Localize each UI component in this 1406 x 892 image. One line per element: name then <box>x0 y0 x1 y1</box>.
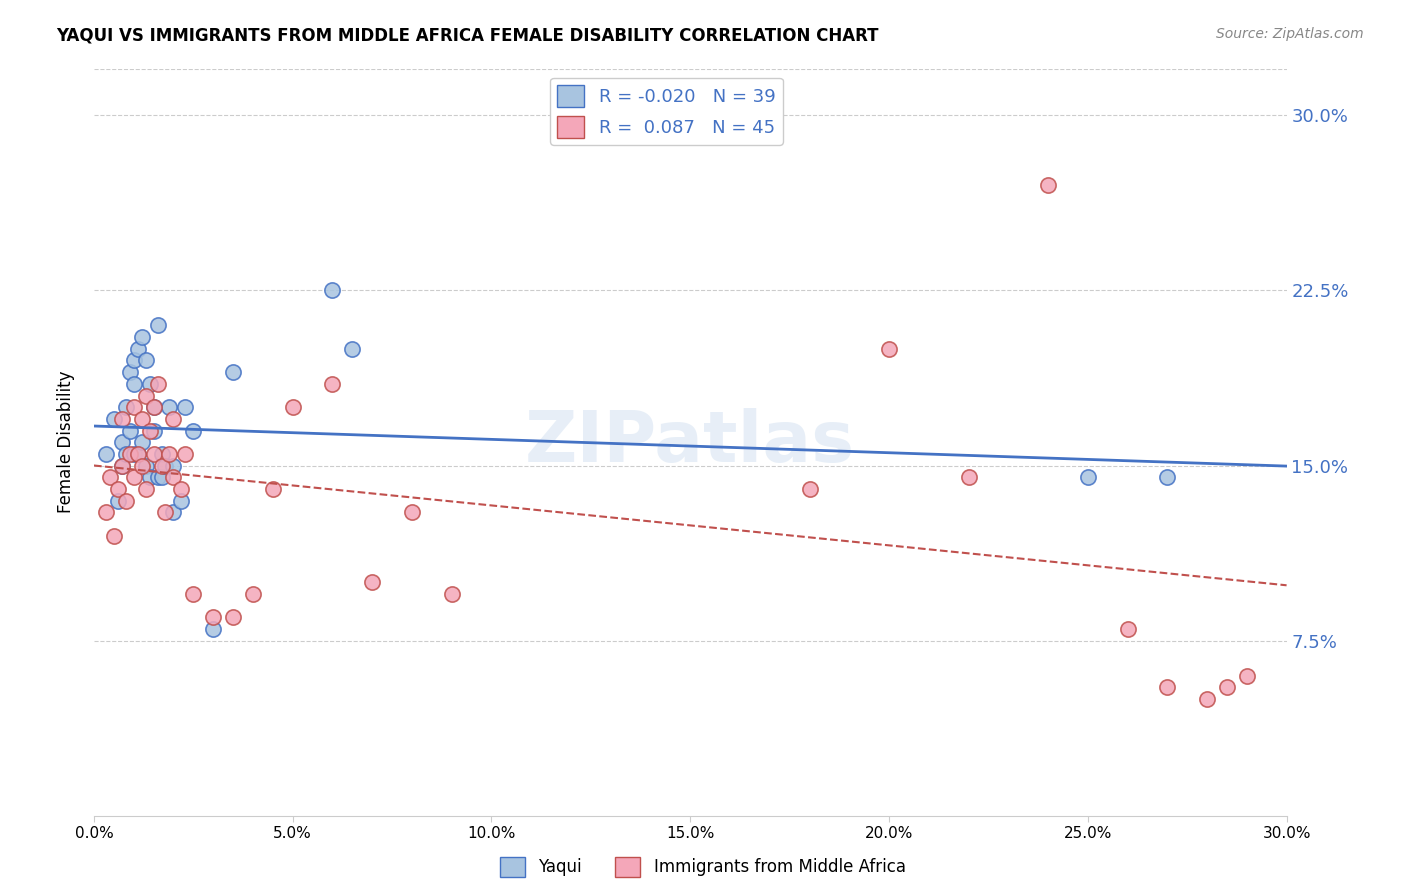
Point <box>138 376 160 391</box>
Point <box>440 587 463 601</box>
Text: YAQUI VS IMMIGRANTS FROM MIDDLE AFRICA FEMALE DISABILITY CORRELATION CHART: YAQUI VS IMMIGRANTS FROM MIDDLE AFRICA F… <box>56 27 879 45</box>
Point <box>107 493 129 508</box>
Point <box>114 400 136 414</box>
Point <box>174 400 197 414</box>
Point <box>138 470 160 484</box>
Point <box>135 458 157 473</box>
Point <box>122 447 145 461</box>
Point <box>135 388 157 402</box>
Point <box>957 470 980 484</box>
Point <box>321 376 343 391</box>
Point <box>122 470 145 484</box>
Point <box>242 587 264 601</box>
Point <box>1156 681 1178 695</box>
Point <box>142 424 165 438</box>
Point <box>142 400 165 414</box>
Point <box>114 493 136 508</box>
Point <box>321 284 343 298</box>
Point <box>111 435 134 450</box>
Point <box>1116 622 1139 636</box>
Point <box>150 447 173 461</box>
Point <box>1036 178 1059 193</box>
Point <box>131 330 153 344</box>
Point <box>135 482 157 496</box>
Point <box>114 447 136 461</box>
Point <box>107 482 129 496</box>
Point <box>138 424 160 438</box>
Point <box>159 400 181 414</box>
Point <box>162 470 184 484</box>
Point <box>127 447 149 461</box>
Point <box>127 447 149 461</box>
Point <box>146 376 169 391</box>
Point <box>181 424 204 438</box>
Point <box>150 458 173 473</box>
Point <box>131 412 153 426</box>
Point <box>262 482 284 496</box>
Point <box>103 528 125 542</box>
Point <box>361 575 384 590</box>
Point <box>118 365 141 379</box>
Point <box>1156 470 1178 484</box>
Point <box>342 342 364 356</box>
Point <box>103 412 125 426</box>
Point <box>111 458 134 473</box>
Point <box>142 447 165 461</box>
Point <box>170 493 193 508</box>
Point <box>118 424 141 438</box>
Point <box>122 376 145 391</box>
Point <box>174 447 197 461</box>
Point <box>222 365 245 379</box>
Point <box>202 610 225 624</box>
Point <box>127 342 149 356</box>
Point <box>170 482 193 496</box>
Point <box>131 435 153 450</box>
Point <box>122 400 145 414</box>
Point <box>162 505 184 519</box>
Legend: R = -0.020   N = 39, R =  0.087   N = 45: R = -0.020 N = 39, R = 0.087 N = 45 <box>550 78 783 145</box>
Point <box>202 622 225 636</box>
Point <box>94 505 117 519</box>
Point <box>1236 669 1258 683</box>
Point <box>150 470 173 484</box>
Point <box>162 412 184 426</box>
Point <box>799 482 821 496</box>
Y-axis label: Female Disability: Female Disability <box>58 371 75 514</box>
Point <box>135 353 157 368</box>
Point <box>98 470 121 484</box>
Point <box>1216 681 1239 695</box>
Point <box>155 505 177 519</box>
Point <box>155 458 177 473</box>
Point <box>146 470 169 484</box>
Text: ZIPatlas: ZIPatlas <box>526 408 855 476</box>
Point <box>222 610 245 624</box>
Point <box>122 353 145 368</box>
Point <box>159 447 181 461</box>
Point <box>281 400 304 414</box>
Point <box>94 447 117 461</box>
Point <box>181 587 204 601</box>
Point <box>162 458 184 473</box>
Point <box>111 458 134 473</box>
Text: Source: ZipAtlas.com: Source: ZipAtlas.com <box>1216 27 1364 41</box>
Point <box>111 412 134 426</box>
Legend: Yaqui, Immigrants from Middle Africa: Yaqui, Immigrants from Middle Africa <box>494 850 912 884</box>
Point <box>146 318 169 333</box>
Point <box>118 447 141 461</box>
Point <box>142 400 165 414</box>
Point <box>131 458 153 473</box>
Point <box>1077 470 1099 484</box>
Point <box>877 342 900 356</box>
Point <box>401 505 423 519</box>
Point <box>1197 692 1219 706</box>
